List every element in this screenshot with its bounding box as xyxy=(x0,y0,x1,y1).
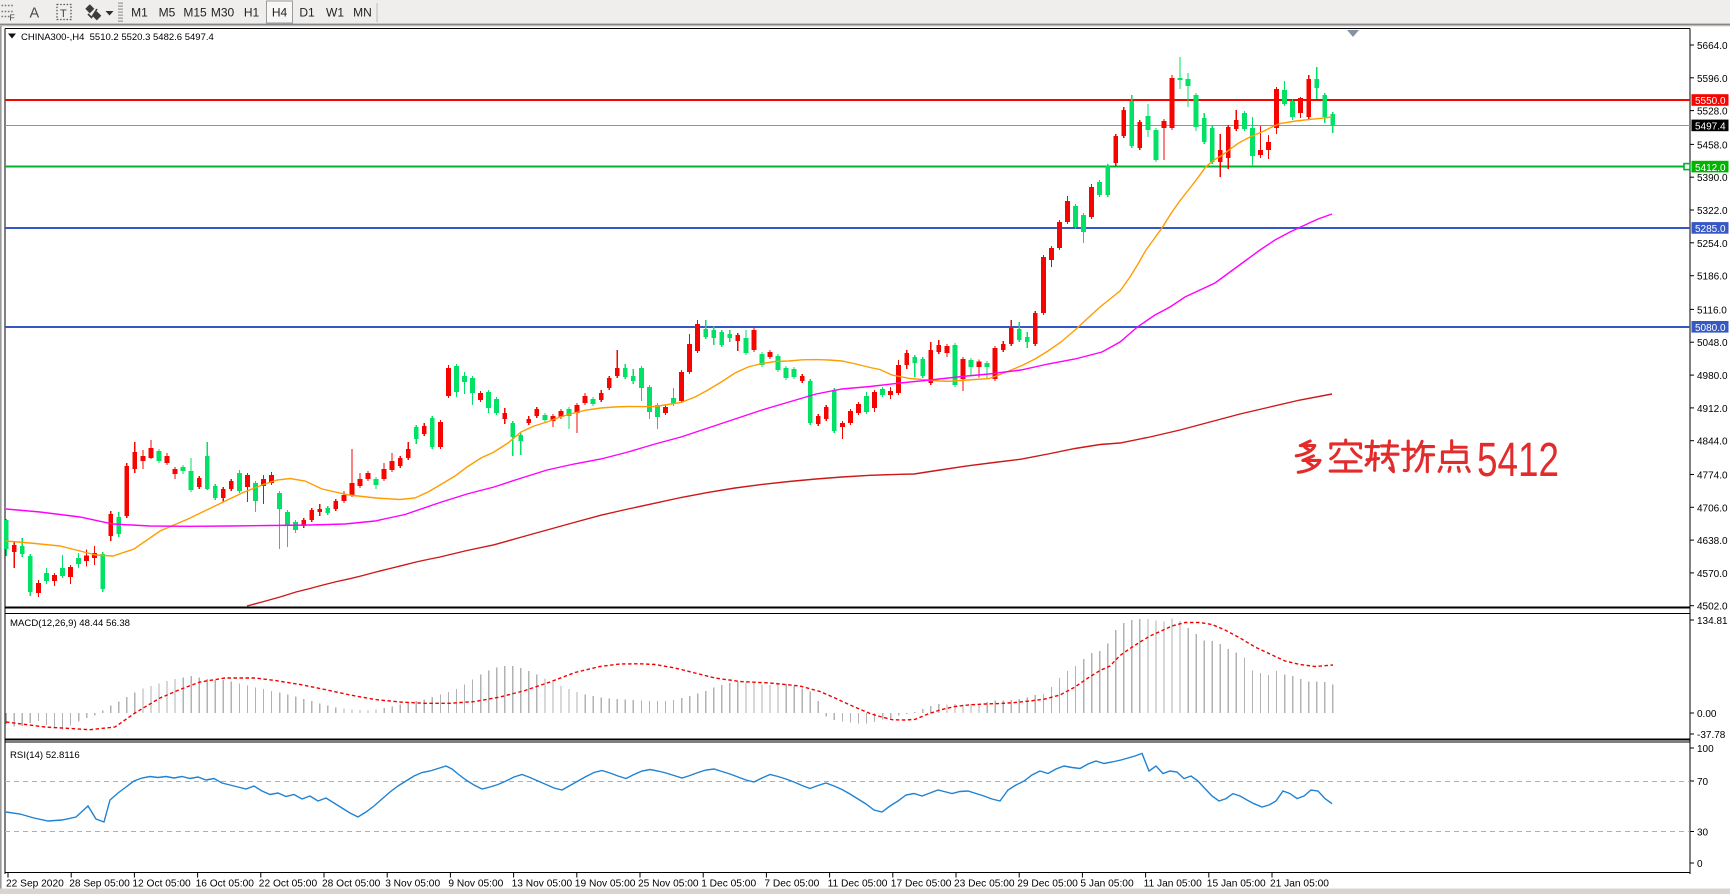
svg-text:F: F xyxy=(10,13,15,23)
svg-text:5048.0: 5048.0 xyxy=(1697,338,1728,349)
svg-text:28 Oct 05:00: 28 Oct 05:00 xyxy=(322,879,381,890)
svg-text:12 Oct 05:00: 12 Oct 05:00 xyxy=(132,879,191,890)
svg-text:9 Nov 05:00: 9 Nov 05:00 xyxy=(448,879,503,890)
svg-text:4706.0: 4706.0 xyxy=(1697,503,1728,514)
svg-text:D1: D1 xyxy=(299,6,315,20)
svg-text:CHINA300-,H4 5510.2 5520.3 54: CHINA300-,H4 5510.2 5520.3 5482.6 5497.4 xyxy=(21,32,214,43)
svg-text:22 Sep 2020: 22 Sep 2020 xyxy=(6,879,64,890)
svg-text:M5: M5 xyxy=(159,6,176,20)
svg-text:A: A xyxy=(30,6,40,22)
svg-text:25 Nov 05:00: 25 Nov 05:00 xyxy=(638,879,699,890)
svg-text:134.81: 134.81 xyxy=(1697,616,1728,627)
svg-text:13 Nov 05:00: 13 Nov 05:00 xyxy=(512,879,573,890)
svg-text:W1: W1 xyxy=(326,6,344,20)
svg-text:0.00: 0.00 xyxy=(1697,709,1717,720)
svg-text:22 Oct 05:00: 22 Oct 05:00 xyxy=(259,879,318,890)
svg-text:5458.0: 5458.0 xyxy=(1697,140,1728,151)
svg-text:5186.0: 5186.0 xyxy=(1697,272,1728,283)
svg-text:5 Jan 05:00: 5 Jan 05:00 xyxy=(1080,879,1134,890)
svg-text:28 Sep 05:00: 28 Sep 05:00 xyxy=(69,879,130,890)
svg-text:15 Jan 05:00: 15 Jan 05:00 xyxy=(1207,879,1266,890)
svg-text:M1: M1 xyxy=(131,6,148,20)
svg-text:4912.0: 4912.0 xyxy=(1697,404,1728,415)
svg-text:4502.0: 4502.0 xyxy=(1697,602,1728,613)
svg-text:H1: H1 xyxy=(244,6,260,20)
svg-text:MACD(12,26,9) 48.44 56.38: MACD(12,26,9) 48.44 56.38 xyxy=(10,618,130,629)
svg-text:0: 0 xyxy=(1697,859,1703,870)
svg-text:MN: MN xyxy=(353,6,372,20)
svg-text:29 Dec 05:00: 29 Dec 05:00 xyxy=(1017,879,1078,890)
svg-text:7 Dec 05:00: 7 Dec 05:00 xyxy=(764,879,819,890)
svg-text:1 Dec 05:00: 1 Dec 05:00 xyxy=(701,879,756,890)
svg-text:11 Dec 05:00: 11 Dec 05:00 xyxy=(828,879,888,890)
svg-text:5285.0: 5285.0 xyxy=(1695,224,1726,235)
svg-text:5596.0: 5596.0 xyxy=(1697,74,1728,85)
svg-text:RSI(14) 52.8116: RSI(14) 52.8116 xyxy=(10,750,80,761)
svg-text:T: T xyxy=(60,8,67,20)
svg-text:5412: 5412 xyxy=(1477,434,1559,487)
svg-text:5412.0: 5412.0 xyxy=(1695,163,1726,174)
svg-text:70: 70 xyxy=(1697,777,1709,788)
svg-text:5390.0: 5390.0 xyxy=(1697,173,1728,184)
svg-text:30: 30 xyxy=(1697,828,1709,839)
svg-text:17 Dec 05:00: 17 Dec 05:00 xyxy=(891,879,952,890)
svg-text:H4: H4 xyxy=(272,6,288,20)
svg-text:5080.0: 5080.0 xyxy=(1695,323,1726,334)
svg-text:19 Nov 05:00: 19 Nov 05:00 xyxy=(575,879,636,890)
svg-text:5322.0: 5322.0 xyxy=(1697,206,1728,217)
svg-text:11 Jan 05:00: 11 Jan 05:00 xyxy=(1144,879,1202,890)
svg-text:M30: M30 xyxy=(211,6,235,20)
svg-text:16 Oct 05:00: 16 Oct 05:00 xyxy=(196,879,255,890)
svg-text:M15: M15 xyxy=(183,6,207,20)
svg-text:21 Jan 05:00: 21 Jan 05:00 xyxy=(1270,879,1329,890)
svg-text:4638.0: 4638.0 xyxy=(1697,536,1728,547)
svg-text:3 Nov 05:00: 3 Nov 05:00 xyxy=(385,879,440,890)
svg-text:5497.4: 5497.4 xyxy=(1695,122,1726,133)
svg-text:23 Dec 05:00: 23 Dec 05:00 xyxy=(954,879,1015,890)
svg-text:5116.0: 5116.0 xyxy=(1697,305,1727,316)
svg-text:5664.0: 5664.0 xyxy=(1697,41,1728,52)
svg-text:5254.0: 5254.0 xyxy=(1697,239,1728,250)
svg-text:4844.0: 4844.0 xyxy=(1697,437,1728,448)
svg-text:4570.0: 4570.0 xyxy=(1697,569,1728,580)
svg-text:5528.0: 5528.0 xyxy=(1697,107,1728,118)
svg-text:-37.78: -37.78 xyxy=(1697,730,1726,741)
svg-text:5550.0: 5550.0 xyxy=(1695,96,1726,107)
svg-text:4980.0: 4980.0 xyxy=(1697,371,1728,382)
svg-text:4774.0: 4774.0 xyxy=(1697,471,1728,482)
svg-text:100: 100 xyxy=(1697,744,1714,755)
